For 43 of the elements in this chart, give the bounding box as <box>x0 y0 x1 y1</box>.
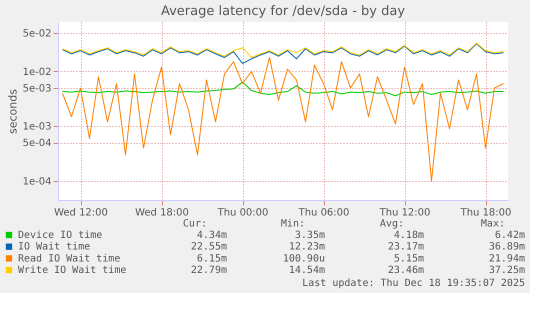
text: 5.15m <box>394 253 424 264</box>
y-axis-title: seconds <box>6 88 20 134</box>
text: 23.46m <box>388 265 424 276</box>
x-tick-label: Thu 06:00 <box>298 208 350 218</box>
legend-label: Write IO Wait time <box>18 265 126 276</box>
text: 22.79m <box>190 265 227 276</box>
y-tick-label: 5e-04 <box>22 138 52 150</box>
y-tick-label: 1e-04 <box>22 176 52 188</box>
text: 12.23m <box>288 242 325 253</box>
y-tick-label: 1e-03 <box>22 122 52 133</box>
text: 6.15m <box>196 253 227 264</box>
text: 37.25m <box>488 265 525 276</box>
text: Max: <box>480 218 505 230</box>
line-series <box>62 82 504 96</box>
text: 6.42m <box>494 230 525 241</box>
x-tick-label: Thu 18:00 <box>460 208 512 218</box>
text: 4.18m <box>394 230 424 241</box>
y-tick-label: 5e-03 <box>22 83 52 94</box>
text: 22.55m <box>190 242 227 253</box>
text: Avg: <box>380 218 404 230</box>
text: 36.89m <box>488 242 525 253</box>
chart-title: Average latency for /dev/sda - by day <box>160 4 406 19</box>
x-tick-label: Wed 18:00 <box>135 208 189 218</box>
text: 4.34m <box>196 230 227 241</box>
legend-label: Device IO time <box>18 230 102 241</box>
text: 14.54m <box>288 265 325 276</box>
line-series <box>62 43 504 64</box>
line-series <box>62 56 504 182</box>
y-tick-label: 5e-02 <box>22 28 52 40</box>
line-series <box>62 42 504 58</box>
text: 21.94m <box>488 253 525 264</box>
legend-label: IO Wait time <box>18 242 90 253</box>
legend-label: Read IO Wait time <box>18 253 120 264</box>
text: 100.90u <box>282 253 325 264</box>
x-tick-label: Thu 12:00 <box>378 208 430 218</box>
text: Cur: <box>182 218 207 230</box>
text: Last update: Thu Dec 18 19:35:07 2025 <box>302 278 525 289</box>
x-tick-label: Wed 12:00 <box>54 208 108 218</box>
x-tick-label: Thu 00:00 <box>216 208 268 218</box>
text: Min: <box>280 218 305 230</box>
text: 23.17m <box>388 242 424 253</box>
text: 3.35m <box>294 230 325 241</box>
y-tick-label: 1e-02 <box>22 66 52 78</box>
